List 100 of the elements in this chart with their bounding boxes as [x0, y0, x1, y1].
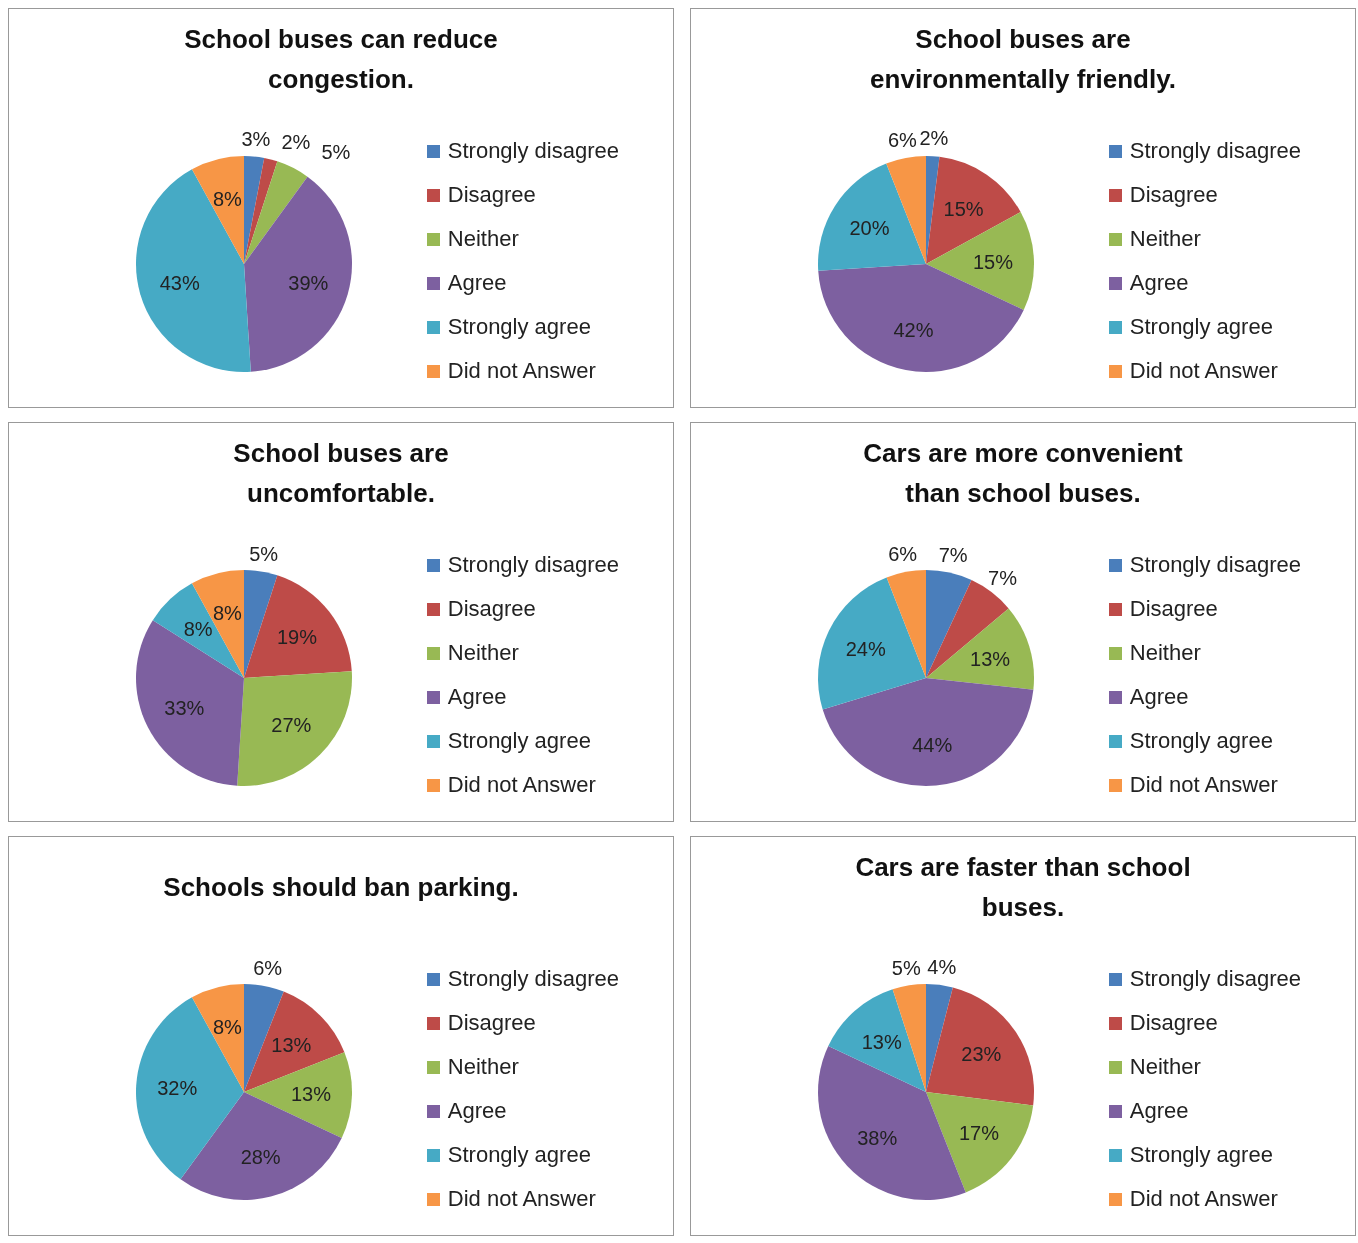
legend-label: Did not Answer — [1129, 1185, 1278, 1213]
legend-label: Did not Answer — [1129, 357, 1278, 385]
data-label: 8% — [212, 602, 243, 625]
legend-label: Agree — [1129, 269, 1189, 297]
legend-label: Neither — [1129, 225, 1201, 253]
pie-slice — [926, 608, 1034, 690]
chart-title: Schools should ban parking. — [163, 871, 519, 904]
legend-label: Disagree — [447, 181, 536, 209]
pie-slice — [244, 575, 352, 678]
legend-label: Did not Answer — [1129, 771, 1278, 799]
legend-label: Strongly disagree — [1129, 551, 1301, 579]
data-label: 28% — [240, 1145, 281, 1168]
data-label: 17% — [958, 1122, 1000, 1145]
data-label: 23% — [961, 1043, 1002, 1066]
pie-slice — [237, 671, 352, 786]
data-label: 38% — [857, 1126, 898, 1149]
legend-label: Strongly disagree — [447, 551, 619, 579]
pie-slice — [244, 156, 265, 264]
legend-label: Strongly agree — [1129, 727, 1273, 755]
pie-slice — [926, 1092, 1034, 1193]
pie-slice — [926, 987, 1034, 1106]
legend-label: Did not Answer — [447, 1185, 596, 1213]
legend-label: Strongly disagree — [1129, 965, 1301, 993]
pie-slice — [136, 620, 244, 786]
legend-label: Agree — [1129, 683, 1189, 711]
data-label: 39% — [288, 271, 329, 294]
legend-label: Strongly agree — [1129, 1141, 1273, 1169]
data-label: 43% — [159, 271, 200, 294]
data-label: 5% — [891, 956, 921, 979]
legend-label: Disagree — [447, 595, 536, 623]
data-label: 44% — [912, 733, 953, 756]
data-label: 7% — [988, 566, 1018, 589]
data-label: 6% — [888, 543, 918, 566]
chart-title: Cars are more convenient than school buses. — [862, 437, 1184, 510]
data-label: 15% — [943, 197, 984, 220]
pie-slice — [828, 989, 926, 1092]
data-label: 8% — [183, 618, 213, 641]
data-label: 15% — [972, 250, 1014, 273]
pie-slice — [244, 157, 278, 264]
pie-slice — [244, 570, 278, 678]
data-label: 2% — [919, 127, 949, 150]
pie-slice — [244, 176, 352, 372]
data-label: 13% — [970, 647, 1011, 670]
legend-label: Strongly disagree — [447, 965, 619, 993]
data-label: 33% — [164, 697, 205, 720]
legend-label: Neither — [447, 1053, 519, 1081]
legend-label: Neither — [447, 225, 519, 253]
legend-label: Strongly agree — [447, 313, 591, 341]
data-label: 27% — [271, 714, 312, 737]
data-label: 32% — [157, 1076, 198, 1099]
pie-slice — [818, 577, 926, 710]
legend-label: Strongly disagree — [447, 137, 619, 165]
legend-label: Agree — [1129, 1097, 1189, 1125]
data-label: 42% — [893, 318, 934, 341]
pie-slice — [244, 161, 308, 264]
chart-title: School buses are environmentally friendly. — [869, 23, 1177, 96]
data-label: 20% — [849, 217, 890, 240]
legend-label: Neither — [1129, 1053, 1201, 1081]
legend-label: Strongly agree — [447, 727, 591, 755]
pie-slice — [886, 570, 926, 678]
legend-label: Did not Answer — [447, 357, 596, 385]
data-label: 13% — [290, 1083, 332, 1106]
data-label: 6% — [887, 129, 918, 152]
data-label: 24% — [845, 637, 886, 660]
legend-label: Did not Answer — [447, 771, 596, 799]
data-label: 5% — [249, 542, 279, 565]
data-label: 19% — [276, 625, 318, 648]
data-label: 2% — [281, 130, 311, 153]
data-label: 13% — [861, 1030, 902, 1053]
legend-label: Disagree — [1129, 595, 1218, 623]
pie-slice — [926, 570, 972, 678]
legend-label: Disagree — [1129, 1009, 1218, 1037]
legend-label: Neither — [1129, 639, 1201, 667]
pie-slice — [191, 156, 244, 264]
legend-label: Strongly disagree — [1129, 137, 1301, 165]
chart-title: Cars are faster than school buses. — [854, 851, 1192, 924]
pie-slice — [152, 583, 244, 678]
legend-label: Strongly agree — [1129, 313, 1273, 341]
chart-title: School buses are uncomfortable. — [232, 437, 450, 510]
legend-label: Neither — [447, 639, 519, 667]
pie-slice — [822, 678, 1034, 786]
pie-slice — [244, 1052, 352, 1138]
pie-slice — [926, 984, 953, 1092]
data-label: 6% — [253, 957, 283, 980]
data-label: 8% — [212, 1016, 243, 1039]
data-label: 8% — [212, 188, 243, 211]
legend-label: Strongly agree — [447, 1141, 591, 1169]
legend-label: Agree — [447, 269, 507, 297]
legend-label: Agree — [447, 1097, 507, 1125]
data-label: 5% — [321, 140, 351, 163]
legend-label: Agree — [447, 683, 507, 711]
legend-label: Disagree — [1129, 181, 1218, 209]
data-label: 4% — [927, 955, 957, 978]
chart-title: School buses can reduce congestion. — [183, 23, 499, 96]
pie-slice — [136, 169, 251, 372]
data-label: 3% — [241, 127, 271, 150]
legend-label: Disagree — [447, 1009, 536, 1037]
pie-slice — [818, 163, 926, 271]
data-label: 13% — [271, 1033, 312, 1056]
data-label: 7% — [938, 543, 968, 566]
